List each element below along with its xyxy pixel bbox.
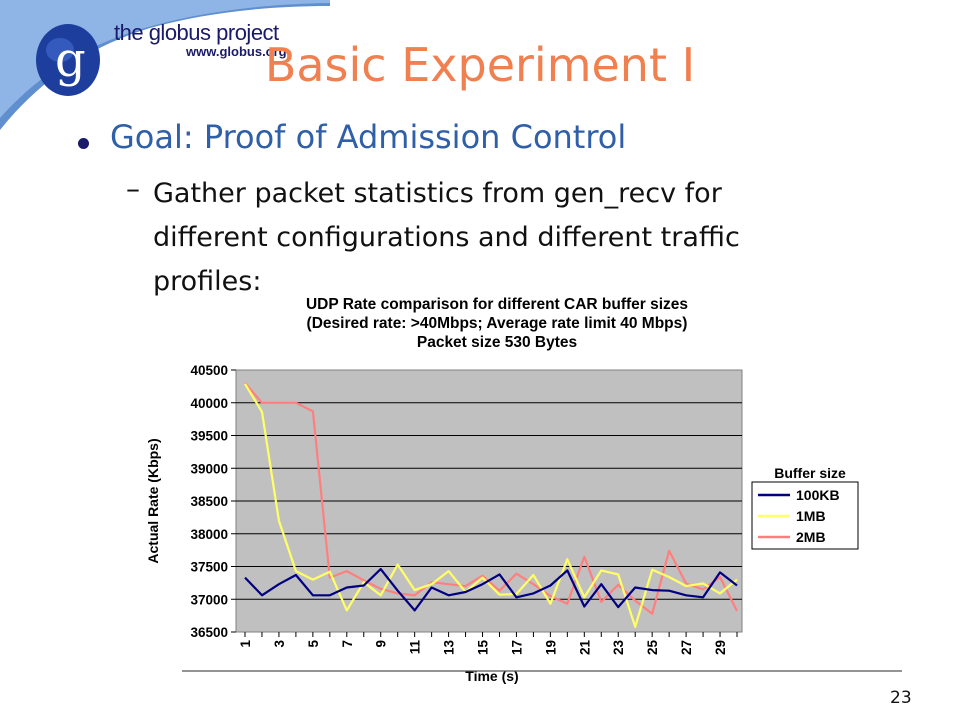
x-tick-label: 25 — [645, 640, 660, 656]
x-tick-label: 15 — [476, 640, 491, 656]
y-tick-label: 40000 — [190, 396, 228, 411]
sub-bullet-line: different configurations and different t… — [153, 222, 740, 253]
y-tick-label: 40500 — [190, 363, 228, 378]
chart-title-line-3: Packet size 530 Bytes — [417, 334, 577, 351]
y-axis-label: Actual Rate (Kbps) — [145, 438, 161, 563]
x-tick-label: 5 — [306, 640, 321, 648]
legend-title: Buffer size — [774, 465, 846, 481]
x-tick-label: 9 — [374, 640, 389, 648]
chart-title-line-1: UDP Rate comparison for different CAR bu… — [306, 296, 688, 313]
y-tick-label: 37500 — [190, 560, 228, 575]
x-tick-labels: 1 3 5 7 9 11 13 15 17 19 21 23 25 27 29 — [238, 640, 728, 656]
y-tick-labels: 40500 40000 39500 39000 38500 38000 37500 37000… — [190, 363, 228, 640]
slide-title: Basic Experiment I — [264, 38, 696, 92]
logo-url[interactable]: www.globus.org — [186, 44, 287, 59]
series-line-2mb — [244, 382, 738, 615]
chart-title-line-2: (Desired rate: >40Mbps; Average rate lim… — [307, 315, 688, 332]
x-tick-label: 7 — [340, 640, 355, 648]
globe-g-icon: g — [36, 24, 100, 96]
legend-label-1mb: 1MB — [796, 508, 826, 524]
x-tick-label: 29 — [713, 640, 728, 655]
y-tick-label: 36500 — [190, 625, 228, 640]
logo-name: the globus project — [114, 20, 279, 45]
series-line-1mb — [244, 383, 738, 628]
y-tick-label: 39500 — [190, 429, 228, 444]
series-line-100kb — [244, 567, 738, 612]
x-tick-label: 17 — [509, 640, 524, 655]
x-tick-label: 3 — [272, 640, 287, 648]
y-tick-label: 39000 — [190, 461, 228, 476]
x-tick-label: 19 — [543, 640, 558, 655]
globus-logo[interactable]: g the globus project www.globus.org — [36, 16, 336, 126]
y-tick-label: 38000 — [190, 527, 228, 542]
legend-label-100kb: 100KB — [796, 487, 840, 503]
y-tick-label: 37000 — [190, 592, 228, 607]
slide-number: 23 — [890, 688, 912, 708]
gridlines — [231, 369, 742, 637]
legend: Buffer size 100KB 1MB 2MB — [751, 465, 859, 550]
sub-bullet-text: Gather packet statistics from gen_recv f… — [153, 172, 873, 304]
x-tick-label: 21 — [577, 640, 592, 656]
legend-label-2mb: 2MB — [796, 529, 826, 545]
x-tick-label: 1 — [238, 640, 253, 648]
x-axis-label: Time (s) — [465, 668, 518, 684]
svg-text:g: g — [55, 32, 86, 88]
sub-bullet-line: profiles: — [153, 266, 262, 297]
series-lines — [244, 382, 738, 628]
bullet-goal: Goal: Proof of Admission Control — [110, 118, 627, 156]
x-tick-label: 27 — [679, 640, 694, 655]
x-tick-label: 13 — [442, 640, 457, 656]
sub-bullet-line: Gather packet statistics from gen_recv f… — [153, 178, 722, 209]
x-tick-label: 23 — [611, 640, 626, 656]
bullet-dot-icon — [78, 138, 89, 149]
y-tick-label: 38500 — [190, 494, 228, 509]
x-tick-label: 11 — [408, 640, 423, 655]
sub-bullet-dash: – — [126, 172, 140, 205]
